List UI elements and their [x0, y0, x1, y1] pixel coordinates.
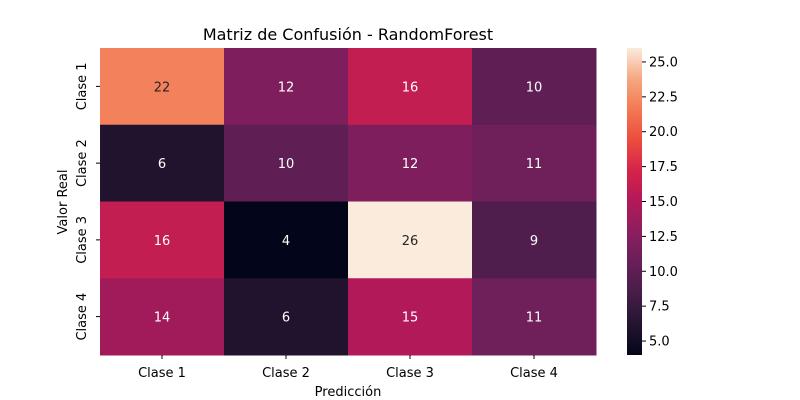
heatmap-cell [100, 48, 225, 126]
heatmap-cell [100, 278, 225, 356]
heatmap-cell [348, 48, 473, 126]
heatmap-cell [472, 124, 597, 202]
cell-value-label: 6 [282, 311, 290, 326]
heatmap-cells: 22 12 16 10 6 10 12 11 16 4 26 9 14 6 15 11 [100, 48, 597, 356]
colorbar-tick-label: 15.0 [649, 195, 678, 210]
x-tick-label: Clase 3 [386, 366, 434, 381]
y-tick-label: Clase 4 [75, 293, 90, 341]
x-tick-label: Clase 4 [510, 366, 558, 381]
heatmap-cell [224, 124, 349, 202]
cell-value-label: 4 [282, 234, 290, 249]
cell-value-label: 12 [278, 80, 295, 95]
cell-value-label: 10 [278, 157, 295, 172]
heatmap-cell [348, 201, 473, 279]
y-axis-label: Valor Real [56, 170, 71, 235]
heatmap-cell [348, 124, 473, 202]
x-axis-label: Predicción [315, 385, 382, 400]
cell-value-label: 11 [526, 311, 543, 326]
y-tick-label: Clase 3 [75, 216, 90, 264]
heatmap-cell [472, 48, 597, 126]
colorbar: 5.0 7.5 10.0 12.5 15.0 17.5 20.0 22.5 25.0 [627, 48, 678, 355]
colorbar-tick-label: 10.0 [649, 265, 678, 280]
cell-value-label: 16 [402, 80, 419, 95]
heatmap-cell [100, 201, 225, 279]
colorbar-tick-label: 25.0 [649, 55, 678, 70]
cell-value-label: 12 [402, 157, 419, 172]
cell-value-label: 11 [526, 157, 543, 172]
heatmap-cell [472, 278, 597, 356]
x-axis-ticks: Clase 1 Clase 2 Clase 3 Clase 4 [138, 355, 558, 381]
colorbar-tick-label: 20.0 [649, 125, 678, 140]
x-tick-label: Clase 1 [138, 366, 186, 381]
colorbar-gradient [627, 48, 642, 355]
heatmap-cell [348, 278, 473, 356]
colorbar-tick-label: 17.5 [649, 160, 678, 175]
y-tick-label: Clase 2 [75, 139, 90, 187]
cell-value-label: 15 [402, 311, 419, 326]
chart-title: Matriz de Confusión - RandomForest [203, 25, 493, 44]
cell-value-label: 26 [402, 234, 419, 249]
colorbar-tick-label: 7.5 [649, 300, 670, 315]
colorbar-tick-label: 12.5 [649, 230, 678, 245]
x-tick-label: Clase 2 [262, 366, 310, 381]
heatmap-cell [100, 124, 225, 202]
y-tick-label: Clase 1 [75, 62, 90, 110]
heatmap-cell [224, 201, 349, 279]
cell-value-label: 22 [154, 80, 171, 95]
cell-value-label: 9 [530, 234, 538, 249]
cell-value-label: 16 [154, 234, 171, 249]
cell-value-label: 6 [158, 157, 166, 172]
colorbar-tick-label: 5.0 [649, 335, 670, 350]
heatmap-cell [472, 201, 597, 279]
cell-value-label: 14 [154, 311, 171, 326]
y-axis-ticks: Clase 1 Clase 2 Clase 3 Clase 4 [75, 62, 100, 341]
colorbar-tick-label: 22.5 [649, 90, 678, 105]
heatmap-cell [224, 48, 349, 126]
heatmap-cell [224, 278, 349, 356]
cell-value-label: 10 [526, 80, 543, 95]
